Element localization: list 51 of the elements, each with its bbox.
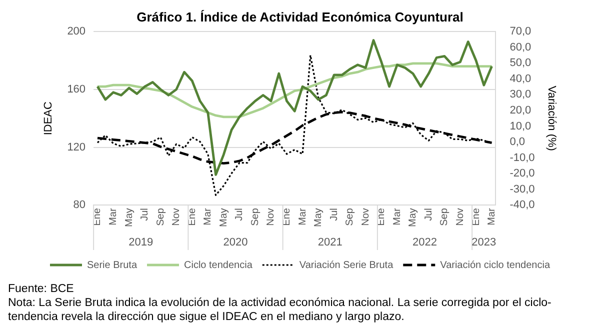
text: 2021	[318, 236, 342, 249]
y-tick-label: 200	[67, 26, 86, 38]
legend-label: Ciclo tendencia	[184, 260, 253, 271]
text: 2023	[472, 236, 496, 249]
x-tick-label: Nov	[171, 208, 182, 226]
x-tick-label: Nov	[266, 208, 277, 226]
y2-tick-label: 30,0	[510, 88, 532, 101]
x-tick-label: May	[408, 208, 419, 228]
x-tick-label: Nov	[454, 208, 466, 226]
y2-tick-label: 40,0	[510, 72, 532, 85]
y2-tick-label: -10,0	[510, 152, 535, 164]
x-tick-label: Nov	[360, 208, 372, 226]
text: Nota: La Serie Bruta indica la evolución de la actividad económica nacional. La serie corregida por el ciclo-tendencia revela la dirección que sigue el IDEAC en el mediano y largo plazo.	[8, 296, 552, 324]
y2-tick-label: -20,0	[510, 168, 535, 180]
y-axis-title: IDEAC	[42, 101, 55, 136]
x-tick-label: Mar	[297, 207, 308, 226]
x-tick-label: Jul	[140, 208, 151, 221]
x-tick-label: Mar	[202, 207, 214, 226]
source-note: Fuente: BCE	[8, 282, 75, 296]
x-tick-label: May	[124, 208, 135, 228]
y2-tick-label: 20,0	[510, 104, 532, 116]
x-tick-label: Mar	[108, 207, 120, 226]
legend-label: Variación ciclo tendencia	[440, 260, 550, 271]
x-tick-label: Sep	[155, 208, 166, 226]
y2-tick-label: 50,0	[510, 57, 532, 70]
y2-axis-title: Variación (%)	[545, 86, 558, 151]
y2-tick-label: -30,0	[510, 183, 535, 196]
y2-tick-label: -40,0	[510, 199, 535, 212]
y-tick-label: 80	[73, 199, 86, 212]
x-tick-label: Sep	[344, 208, 356, 226]
chart-title: Gráfico 1. Índice de Actividad Económica Coyuntural	[136, 9, 464, 24]
x-tick-label: Sep	[250, 208, 261, 226]
x-tick-label: Mar	[392, 207, 403, 226]
y2-tick-label: 10,0	[510, 120, 532, 132]
text: 2020	[223, 236, 248, 249]
y2-tick-label: 0,0	[510, 136, 526, 148]
x-tick-label: Jul	[328, 208, 340, 221]
x-tick-label: Jul	[234, 208, 246, 221]
y2-tick-label: 60,0	[510, 41, 532, 54]
legend-label: Serie Bruta	[86, 260, 138, 271]
y-tick-label: 160	[67, 83, 86, 96]
x-tick-label: May	[313, 208, 324, 228]
x-tick-label: Mar	[486, 207, 498, 226]
x-tick-label: Jul	[423, 208, 434, 221]
x-tick-label: May	[218, 208, 230, 228]
x-tick-label: Sep	[439, 208, 450, 226]
legend-label: Variación Serie Bruta	[299, 260, 394, 271]
text: 2022	[412, 236, 437, 249]
y2-tick-label: 70,0	[510, 26, 532, 38]
text: 2019	[128, 236, 154, 249]
y-tick-label: 120	[67, 141, 86, 154]
